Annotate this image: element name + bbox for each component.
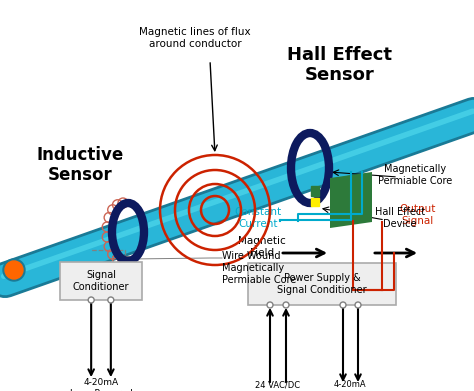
- Circle shape: [267, 302, 273, 308]
- Text: Output
Signal: Output Signal: [400, 204, 436, 226]
- Bar: [311, 186, 319, 196]
- Text: Constant
Current: Constant Current: [235, 207, 282, 229]
- Circle shape: [88, 297, 94, 303]
- Text: Signal
Conditioner: Signal Conditioner: [73, 270, 129, 292]
- Text: Inductive
Sensor: Inductive Sensor: [36, 145, 124, 185]
- Circle shape: [355, 302, 361, 308]
- Polygon shape: [330, 172, 372, 228]
- Circle shape: [108, 297, 114, 303]
- Text: Power Supply &
Signal Conditioner: Power Supply & Signal Conditioner: [277, 273, 367, 295]
- Text: 24 VAC/DC
Power: 24 VAC/DC Power: [255, 380, 301, 391]
- Bar: [60, 262, 142, 300]
- Circle shape: [283, 302, 289, 308]
- Text: Wire Wound
Magnetically
Permiable Core: Wire Wound Magnetically Permiable Core: [222, 251, 296, 285]
- Text: Magnetically
Permiable Core: Magnetically Permiable Core: [378, 164, 452, 186]
- Circle shape: [340, 302, 346, 308]
- Text: 4-20mA
Output: 4-20mA Output: [334, 380, 366, 391]
- Text: 4-20mA
Loop Powered: 4-20mA Loop Powered: [70, 378, 132, 391]
- Bar: [248, 263, 396, 305]
- Bar: [311, 198, 319, 206]
- Text: Magnetic
Field: Magnetic Field: [238, 236, 286, 258]
- Text: Hall Effect
Sensor: Hall Effect Sensor: [288, 46, 392, 84]
- Circle shape: [5, 261, 23, 279]
- Text: Magnetic lines of flux
around conductor: Magnetic lines of flux around conductor: [139, 27, 251, 49]
- Circle shape: [3, 259, 25, 281]
- Text: Hall Effect
Device: Hall Effect Device: [375, 207, 425, 229]
